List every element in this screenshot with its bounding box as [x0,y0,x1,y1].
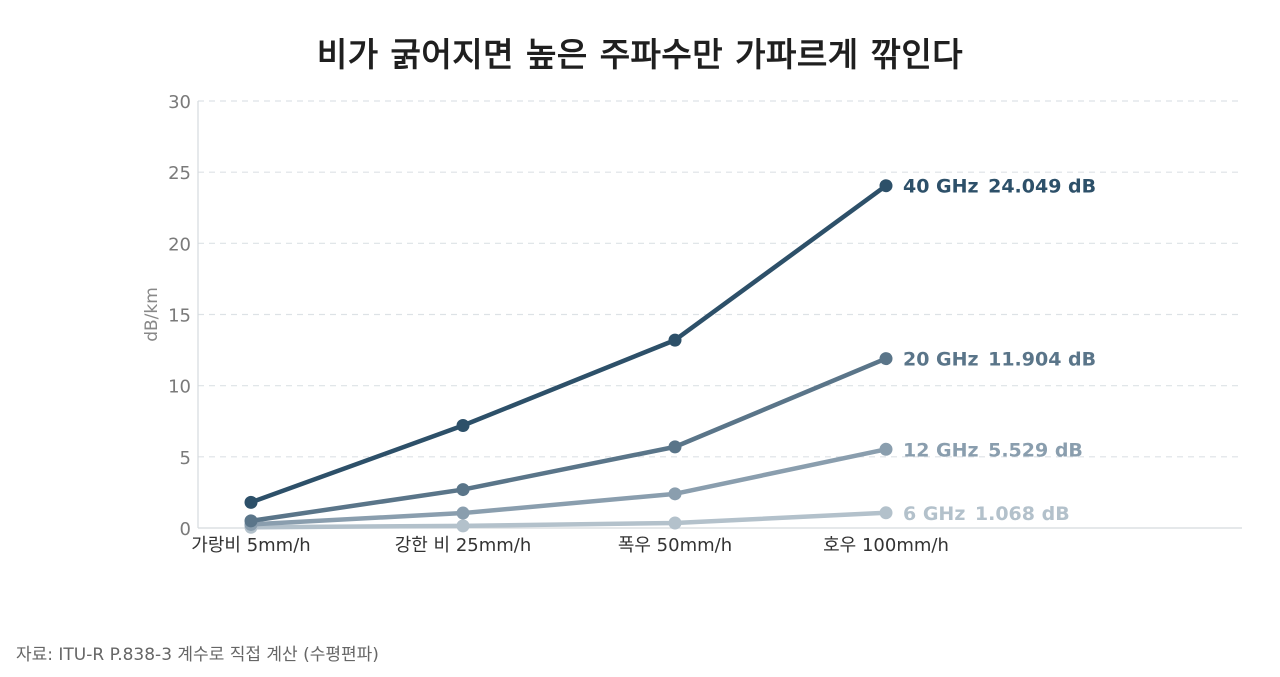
data-point [456,506,470,520]
series-lines [244,179,893,534]
x-tick-label: 가랑비 5mm/h [191,535,310,556]
data-point [879,442,893,456]
data-point [668,333,682,347]
x-tick-label: 강한 비 25mm/h [395,535,532,556]
data-point [456,419,470,433]
series-line [248,356,889,524]
data-point [879,352,893,366]
data-point [244,495,258,509]
series-line [248,510,889,530]
x-tick-label: 호우 100mm/h [823,535,949,556]
data-point [668,516,682,530]
y-axis-label: dB/km [142,287,162,342]
y-tick-label: 10 [168,377,191,398]
y-tick-label: 0 [180,519,191,540]
data-point [244,514,258,528]
series-end-labels: 6 GHz 1.068 dB 12 GHz 5.529 dB 20 GHz 11.9… [903,176,1096,525]
data-point [456,519,470,533]
series-end-label: 40 GHz 24.049 dB [903,176,1096,198]
y-tick-label: 15 [168,306,191,327]
data-point [879,506,893,520]
data-point [456,483,470,497]
y-tick-label: 30 [168,92,191,113]
series-end-label: 12 GHz 5.529 dB [903,439,1083,461]
x-tick-label: 폭우 50mm/h [618,535,732,556]
y-tick-label: 20 [168,234,191,255]
series-line [248,447,889,527]
y-tick-label: 5 [180,448,191,469]
series-end-label: 6 GHz 1.068 dB [903,503,1070,525]
grid-lines [198,100,1242,458]
data-point [668,440,682,454]
y-tick-label: 25 [168,163,191,184]
series-end-label: 20 GHz 11.904 dB [903,349,1096,371]
data-point [879,179,893,193]
source-note: 자료: ITU-R P.838-3 계수로 직접 계산 (수평편파) [16,645,379,665]
axes: 0 5 10 15 20 25 30 가랑비 5mm/h 강한 비 25mm/h 폭우 50mm/… [142,92,1242,556]
data-point [668,487,682,501]
chart-title: 비가 굵어지면 높은 주파수만 가파르게 깎인다 [316,35,964,74]
series-line [248,183,889,505]
